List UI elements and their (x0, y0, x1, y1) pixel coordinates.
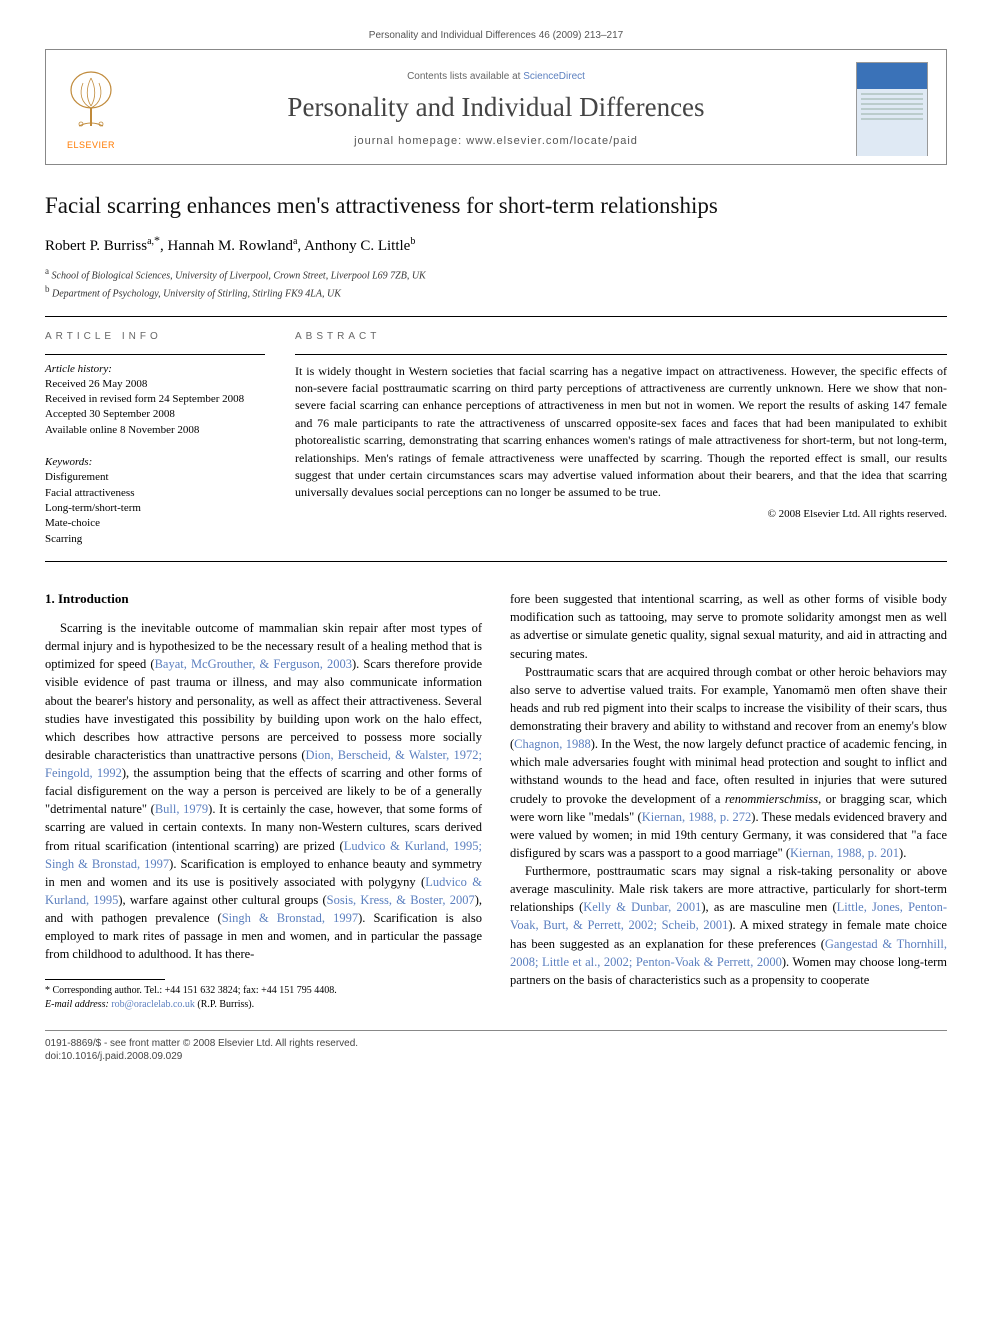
journal-title: Personality and Individual Differences (136, 92, 856, 123)
history-head: Article history: (45, 363, 265, 375)
para-2: fore been suggested that intentional sca… (510, 590, 947, 663)
para-4: Furthermore, posttraumatic scars may sig… (510, 862, 947, 989)
page-footer: 0191-8869/$ - see front matter © 2008 El… (45, 1030, 947, 1063)
para-1: Scarring is the inevitable outcome of ma… (45, 619, 482, 963)
ref-8[interactable]: Chagnon, 1988 (514, 737, 591, 751)
contents-lists-line: Contents lists available at ScienceDirec… (136, 71, 856, 82)
author-list: Robert P. Burrissa,*, Hannah M. Rowlanda… (45, 233, 947, 255)
sciencedirect-link[interactable]: ScienceDirect (523, 71, 585, 82)
running-header: Personality and Individual Differences 4… (45, 30, 947, 41)
kw-2: Facial attractiveness (45, 486, 265, 501)
ref-1[interactable]: Bayat, McGrouther, & Ferguson, 2003 (155, 657, 352, 671)
journal-homepage: journal homepage: www.elsevier.com/locat… (136, 135, 856, 147)
journal-cover-thumb (856, 62, 928, 156)
footnote-tail: (R.P. Burriss). (195, 999, 254, 1010)
kw-4: Mate-choice (45, 516, 265, 531)
footnote-rule (45, 979, 165, 980)
front-matter: 0191-8869/$ - see front matter © 2008 El… (45, 1037, 947, 1050)
elsevier-tree-icon (61, 68, 121, 132)
rule-top (45, 316, 947, 317)
author-1-affil: a, (147, 236, 154, 247)
keywords-head: Keywords: (45, 456, 265, 468)
article-body: 1. Introduction Scarring is the inevitab… (45, 590, 947, 1012)
history-1: Received 26 May 2008 (45, 377, 265, 392)
ref-9[interactable]: Kiernan, 1988, p. 272 (642, 810, 752, 824)
contents-pre: Contents lists available at (407, 71, 523, 82)
author-3: , Anthony C. Little (297, 238, 410, 254)
history-4: Available online 8 November 2008 (45, 423, 265, 438)
ref-3[interactable]: Bull, 1979 (155, 802, 208, 816)
abstract-text: It is widely thought in Western societie… (295, 363, 947, 502)
author-1: Robert P. Burriss (45, 238, 147, 254)
author-2: , Hannah M. Rowland (160, 238, 293, 254)
affil-a: School of Biological Sciences, Universit… (52, 270, 426, 281)
kw-1: Disfigurement (45, 470, 265, 485)
article-info-head: ARTICLE INFO (45, 331, 265, 342)
corr-footnote: * Corresponding author. Tel.: +44 151 63… (45, 984, 482, 1012)
renommierschmiss: renommierschmiss (725, 792, 818, 806)
kw-5: Scarring (45, 532, 265, 547)
footnote-email[interactable]: rob@oraclelab.co.uk (111, 999, 195, 1010)
affil-b: Department of Psychology, University of … (52, 289, 341, 300)
publisher-logo-block: ELSEVIER (46, 68, 136, 150)
journal-masthead: ELSEVIER Contents lists available at Sci… (45, 49, 947, 165)
para-3: Posttraumatic scars that are acquired th… (510, 663, 947, 862)
kw-3: Long-term/short-term (45, 501, 265, 516)
ref-6[interactable]: Sosis, Kress, & Boster, 2007 (327, 893, 475, 907)
footnote-email-label: E-mail address: (45, 999, 109, 1010)
author-3-affil: b (410, 236, 415, 247)
doi: doi:10.1016/j.paid.2008.09.029 (45, 1050, 947, 1063)
affiliations: a School of Biological Sciences, Univers… (45, 265, 947, 302)
section-1-head: 1. Introduction (45, 590, 482, 609)
abstract-head: ABSTRACT (295, 331, 947, 342)
ref-10[interactable]: Kiernan, 1988, p. 201 (790, 846, 899, 860)
footnote-line1: * Corresponding author. Tel.: +44 151 63… (45, 984, 482, 998)
article-title: Facial scarring enhances men's attractiv… (45, 193, 947, 219)
abstract-copyright: © 2008 Elsevier Ltd. All rights reserved… (295, 508, 947, 520)
history-3: Accepted 30 September 2008 (45, 407, 265, 422)
ref-11[interactable]: Kelly & Dunbar, 2001 (583, 900, 701, 914)
rule-bottom-meta (45, 561, 947, 562)
publisher-name: ELSEVIER (46, 140, 136, 150)
history-2: Received in revised form 24 September 20… (45, 392, 265, 407)
ref-7[interactable]: Singh & Bronstad, 1997 (222, 911, 358, 925)
